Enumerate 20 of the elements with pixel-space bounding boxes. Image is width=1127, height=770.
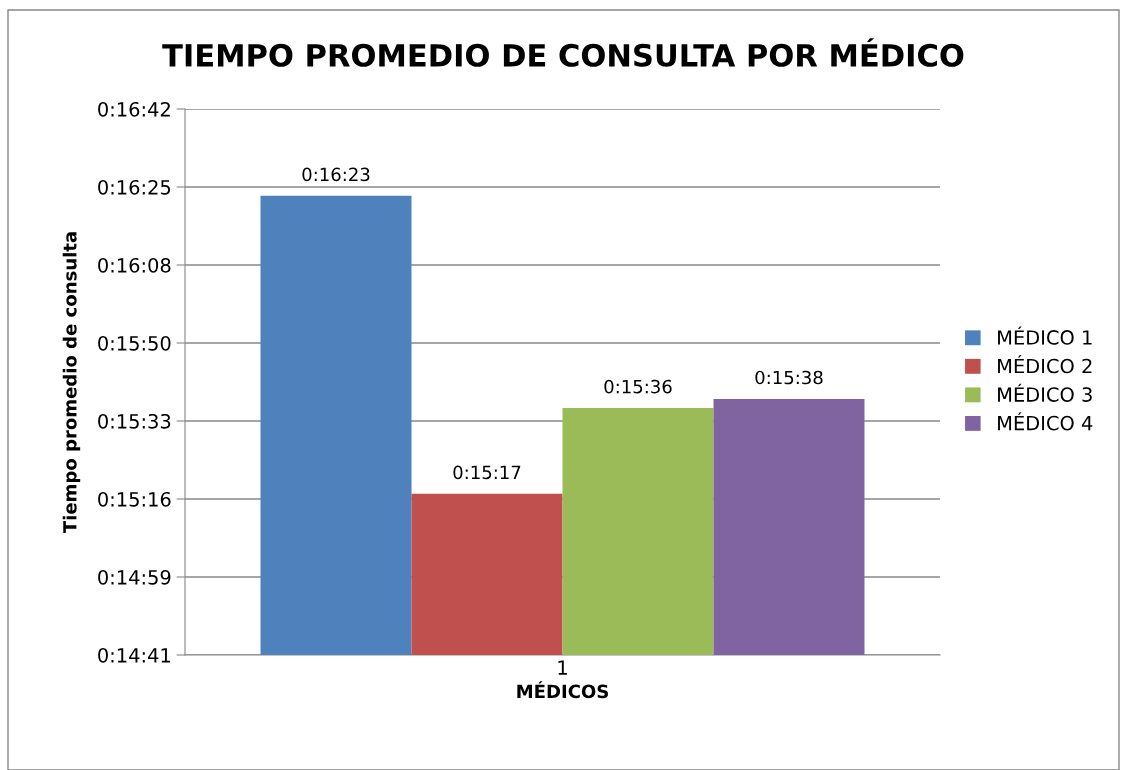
legend-label: MÉDICO 2	[998, 355, 1092, 374]
y-tick-label: 0:15:33	[98, 413, 171, 429]
y-tick-label: 0:16:42	[98, 101, 170, 117]
x-axis-title: MÉDICOS	[517, 681, 608, 699]
y-tick-label: 0:15:16	[98, 491, 171, 507]
data-label: 0:15:36	[604, 379, 672, 394]
data-label: 0:15:38	[755, 370, 823, 385]
legend-label: MÉDICO 1	[998, 326, 1092, 345]
data-label: 0:15:17	[453, 465, 521, 480]
y-axis-title: Tiempo promedio de consulta	[62, 232, 81, 534]
legend-label: MÉDICO 3	[998, 383, 1092, 402]
y-tick-label: 0:15:50	[98, 335, 171, 351]
y-tick-label: 0:16:25	[98, 179, 171, 195]
x-tick-label: 1	[558, 660, 567, 675]
chart-title: TIEMPO PROMEDIO DE CONSULTA POR MÉDICO	[162, 38, 964, 67]
data-label: 0:16:23	[302, 167, 370, 182]
legend-label: MÉDICO 4	[998, 412, 1093, 431]
y-tick-label: 0:16:08	[98, 257, 171, 273]
y-tick-label: 0:14:41	[98, 647, 171, 663]
y-tick-label: 0:14:59	[98, 569, 171, 585]
